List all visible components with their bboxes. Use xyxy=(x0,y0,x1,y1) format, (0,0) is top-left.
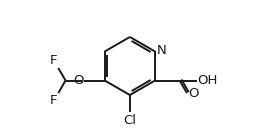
Text: F: F xyxy=(50,94,57,107)
Text: N: N xyxy=(156,44,166,57)
Text: F: F xyxy=(50,54,57,67)
Text: O: O xyxy=(188,87,199,100)
Text: O: O xyxy=(73,74,84,87)
Text: OH: OH xyxy=(198,74,218,87)
Text: Cl: Cl xyxy=(123,114,136,127)
